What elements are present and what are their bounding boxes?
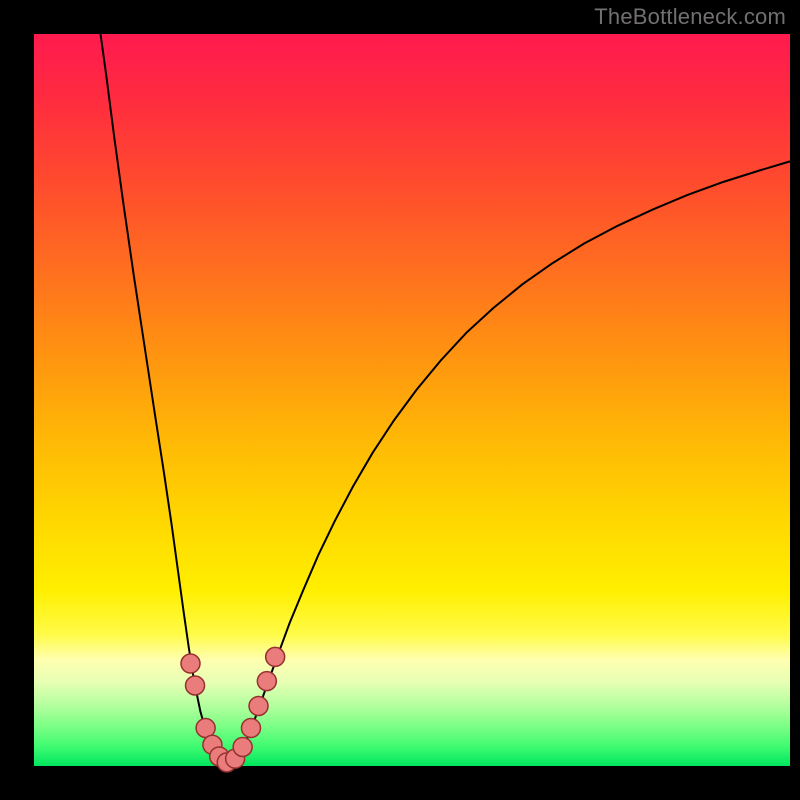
plot-area: [34, 34, 790, 766]
attribution-label: TheBottleneck.com: [594, 4, 786, 30]
data-marker: [186, 676, 205, 695]
marker-layer: [34, 34, 790, 766]
chart-frame: TheBottleneck.com: [0, 0, 800, 800]
data-marker: [241, 718, 260, 737]
data-marker: [181, 654, 200, 673]
data-marker: [266, 647, 285, 666]
data-marker: [257, 672, 276, 691]
data-marker: [249, 696, 268, 715]
data-marker: [233, 737, 252, 756]
